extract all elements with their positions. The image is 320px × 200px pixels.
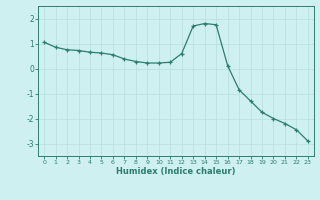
X-axis label: Humidex (Indice chaleur): Humidex (Indice chaleur) [116,167,236,176]
